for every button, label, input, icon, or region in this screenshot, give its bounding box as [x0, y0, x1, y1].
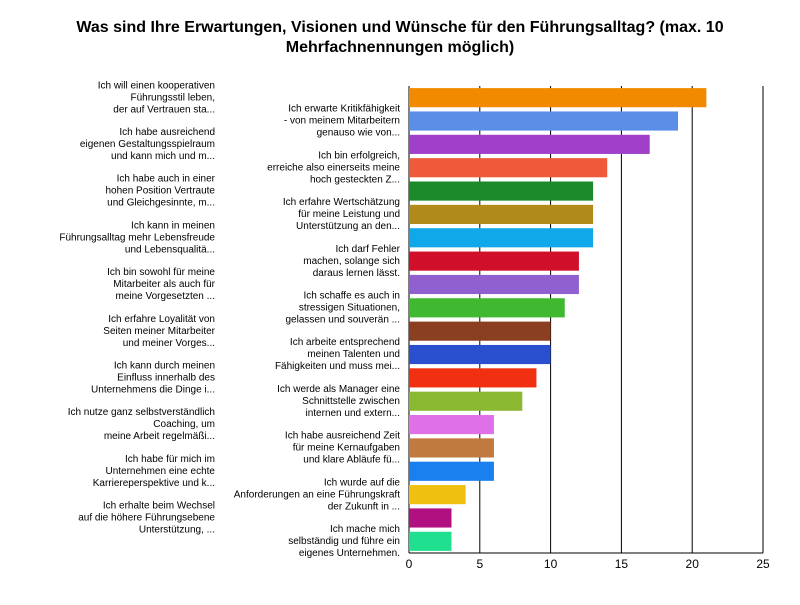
y-tick-label: Ich habe auch in einer [117, 174, 216, 185]
y-tick-label: erreiche also einerseits meine [267, 162, 400, 173]
x-tick-label: 10 [544, 557, 558, 571]
y-tick-label: und meiner Vorges... [123, 338, 215, 349]
y-tick-label: und Lebensqualitä... [125, 244, 215, 255]
y-tick-label: Fähigkeiten und muss mei... [275, 361, 400, 372]
bar [409, 508, 452, 528]
y-tick-label: meinen Talenten und [307, 349, 400, 360]
bar [409, 321, 551, 341]
y-tick-label: hoch gesteckten Z... [310, 174, 400, 185]
y-tick-label: Karriereperspektive und k... [93, 478, 215, 489]
y-tick-label: für meine Leistung und [298, 209, 400, 220]
y-tick-label: Ich bin erfolgreich, [318, 150, 400, 161]
y-tick-label: und klare Abläufe fü... [303, 455, 400, 466]
bar [409, 438, 494, 458]
bar [409, 298, 565, 318]
y-tick-label: hohen Position Vertraute [105, 186, 215, 197]
bar [409, 415, 494, 435]
y-tick-label: Unterstützung an den... [296, 221, 400, 232]
bar [409, 228, 594, 248]
y-tick-label: Coaching, um [153, 419, 215, 430]
y-tick-label: meine Vorgesetzten ... [115, 291, 215, 302]
bar [409, 251, 579, 271]
y-tick-label: meine Arbeit regelmäßi... [104, 431, 215, 442]
y-tick-label: Ich werde als Manager eine [277, 384, 400, 395]
x-tick-label: 25 [756, 557, 770, 571]
chart-title: Was sind Ihre Erwartungen, Visionen und … [76, 19, 723, 36]
y-tick-label: und kann mich und m... [111, 151, 215, 162]
bar [409, 274, 579, 295]
y-tick-label: Ich nutze ganz selbstverständlich [68, 407, 215, 418]
y-tick-label: - von meinem Mitarbeitern [284, 116, 400, 127]
y-tick-label: Ich erwarte Kritikfähigkeit [288, 104, 400, 115]
bar [409, 344, 551, 365]
x-tick-label: 20 [686, 557, 700, 571]
bar [409, 368, 537, 388]
y-tick-label: Mitarbeiter als auch für [113, 279, 215, 290]
y-tick-label: Unterstützung, ... [139, 525, 215, 536]
y-tick-label: Ich mache mich [330, 524, 400, 535]
y-tick-label: Ich erfahre Loyalität von [108, 314, 215, 325]
x-tick-label: 5 [476, 557, 483, 571]
y-tick-label: Ich darf Fehler [336, 244, 401, 255]
y-tick-label: machen, solange sich [303, 256, 400, 267]
x-tick-label: 15 [615, 557, 629, 571]
y-tick-label: Ich erhalte beim Wechsel [103, 501, 215, 512]
y-tick-label: für meine Kernaufgaben [293, 443, 400, 454]
y-tick-label: eigenen Gestaltungsspielraum [80, 139, 215, 150]
bar [409, 461, 494, 481]
y-tick-label: Ich schaffe es auch in [303, 290, 400, 301]
chart-title: Mehrfachnennungen möglich) [286, 39, 514, 56]
bar [409, 134, 650, 154]
y-tick-label: genauso wie von... [317, 128, 400, 139]
y-tick-label: und Gleichgesinnte, m... [107, 198, 215, 209]
y-tick-label: Ich kann in meinen [131, 220, 215, 231]
y-tick-label: der Zukunft in ... [328, 501, 400, 512]
y-tick-label: stressigen Situationen, [299, 302, 400, 313]
y-tick-label: Führungsstil leben, [131, 92, 216, 103]
y-tick-label: Ich erfahre Wertschätzung [283, 197, 400, 208]
y-tick-label: daraus lernen lässt. [313, 268, 400, 279]
y-tick-label: eigenes Unternehmen. [299, 548, 400, 559]
bar [409, 181, 594, 201]
bar [409, 111, 679, 131]
bar [409, 204, 594, 224]
y-tick-label: Ich habe ausreichend [119, 127, 215, 138]
y-tick-label: Ich arbeite entsprechend [290, 337, 400, 348]
y-tick-label: gelassen und souverän ... [285, 314, 400, 325]
y-tick-label: Ich kann durch meinen [114, 361, 215, 372]
y-tick-label: Ich bin sowohl für meine [107, 267, 215, 278]
y-tick-label: auf die höhere Führungsebene [78, 513, 215, 524]
y-tick-label: Führungsalltag mehr Lebensfreude [59, 232, 215, 243]
bar [409, 158, 608, 178]
bar [409, 531, 452, 551]
y-tick-label: Ich will einen kooperativen [98, 80, 215, 91]
y-tick-label: Schnittstelle zwischen [302, 396, 400, 407]
bar [409, 88, 707, 108]
bar [409, 391, 523, 411]
y-tick-label: Seiten meiner Mitarbeiter [103, 326, 215, 337]
y-tick-label: Unternehmen eine echte [105, 466, 215, 477]
y-tick-label: Einfluss innerhalb des [117, 373, 215, 384]
y-tick-label: Ich habe für mich im [125, 454, 215, 465]
y-tick-label: selbständig und führe ein [288, 536, 400, 547]
y-tick-label: Ich wurde auf die [324, 477, 401, 488]
bar [409, 485, 466, 505]
x-tick-label: 0 [406, 557, 413, 571]
y-tick-label: der auf Vertrauen sta... [113, 104, 215, 115]
y-tick-label: internen und extern... [305, 408, 400, 419]
y-tick-label: Unternehmens die Dinge i... [91, 385, 215, 396]
y-tick-label: Ich habe ausreichend Zeit [285, 431, 400, 442]
y-tick-label: Anforderungen an eine Führungskraft [234, 489, 400, 500]
